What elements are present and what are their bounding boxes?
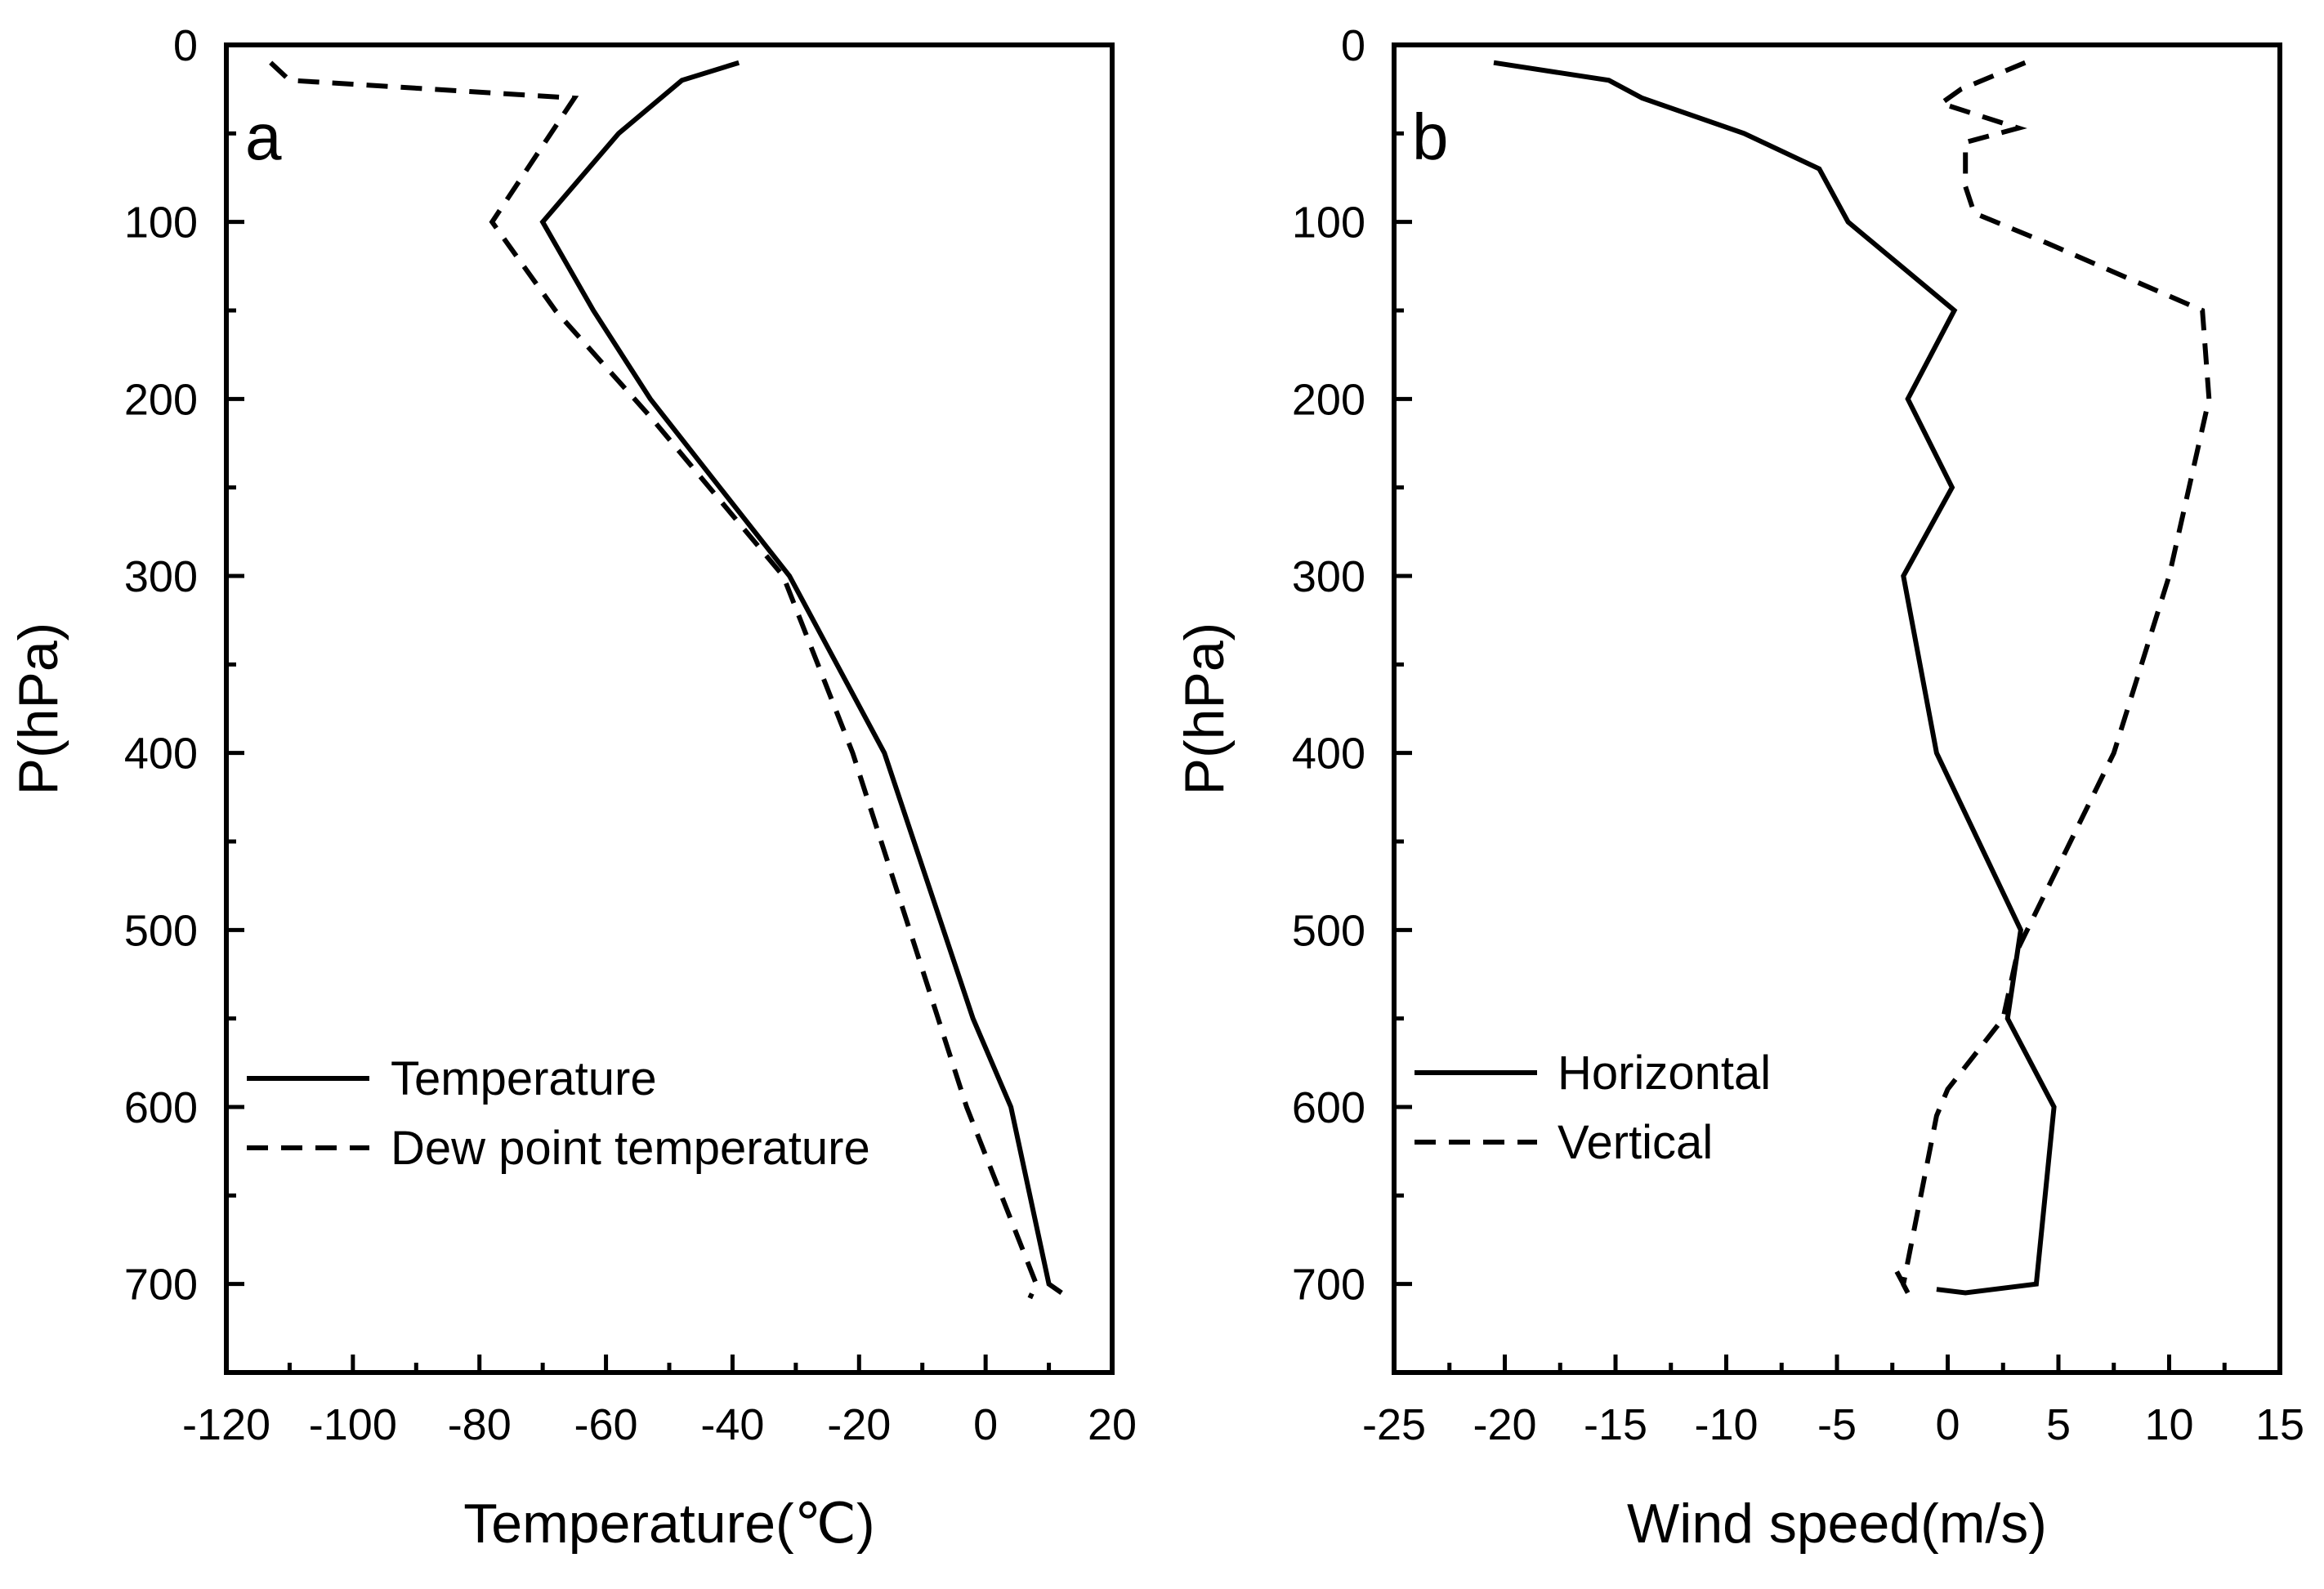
x-tick-label: -120 <box>182 1400 270 1449</box>
y-tick-label: 100 <box>124 199 198 248</box>
y-tick-label: 0 <box>173 21 198 70</box>
legend-label-vertical: Vertical <box>1558 1116 1713 1169</box>
panel-temperature-profile: -120 -100 -80 -60 -40 -20 0 2001002003004005006… <box>7 21 1137 1555</box>
panel-b-y-axis-label: P(hPa) <box>1173 623 1236 796</box>
x-tick-label: -15 <box>1584 1400 1647 1449</box>
panel-wind-speed-profile: -25 -20 -15 -10 -5 0 5 10 15 0 100 200 300 400 500 600 7… <box>1173 21 2304 1555</box>
panel-a-label: a <box>245 100 282 173</box>
panel-b-series <box>1493 60 2212 1296</box>
y-tick-label: 400 <box>124 730 198 779</box>
y-tick-label: 700 <box>1292 1261 1365 1310</box>
x-tick-label: -20 <box>827 1400 891 1449</box>
legend-label-temperature: Temperature <box>391 1052 657 1105</box>
series-line-horizontal <box>1493 60 2057 1296</box>
panel-a-tick-labels: -120 -100 -80 -60 -40 -20 0 2001002003004005006… <box>124 21 1137 1449</box>
x-tick-label: -100 <box>309 1400 397 1449</box>
panel-b-tick-labels: -25 -20 -15 -10 -5 0 5 10 15 0 100 200 300 400 500 600 7… <box>1292 21 2304 1449</box>
panel-a-legend: Temperature Dew point temperature <box>247 1052 870 1175</box>
x-tick-label: -25 <box>1362 1400 1426 1449</box>
y-tick-label: 600 <box>1292 1083 1365 1132</box>
x-tick-label: 5 <box>2046 1400 2071 1449</box>
panel-b-ticks <box>1392 42 2282 1373</box>
panel-a-series <box>269 60 1063 1300</box>
series-line-temperature <box>539 60 1063 1295</box>
x-tick-label: -20 <box>1473 1400 1536 1449</box>
panel-a-y-axis-label: P(hPa) <box>7 623 69 796</box>
y-tick-label: 700 <box>124 1261 198 1310</box>
legend-label-dew-point-temperature: Dew point temperature <box>391 1122 870 1175</box>
panel-b-x-axis-label: Wind speed(m/s) <box>1627 1493 2047 1555</box>
y-tick-label: 500 <box>124 906 198 955</box>
legend-label-horizontal: Horizontal <box>1558 1047 1771 1100</box>
y-tick-label: 600 <box>124 1083 198 1132</box>
y-tick-label: 200 <box>1292 375 1365 424</box>
x-tick-label: 0 <box>973 1400 998 1449</box>
x-tick-label: -80 <box>448 1400 512 1449</box>
y-tick-label: 300 <box>1292 552 1365 601</box>
x-tick-label: 20 <box>1088 1400 1137 1449</box>
y-tick-label: 300 <box>124 552 198 601</box>
panel-b-axes-frame <box>1392 42 2282 1375</box>
series-line-dew-point-temperature <box>269 60 1039 1300</box>
y-tick-label: 500 <box>1292 906 1365 955</box>
x-tick-label: 0 <box>1935 1400 1960 1449</box>
y-tick-label: 400 <box>1292 730 1365 779</box>
x-tick-label: -60 <box>574 1400 638 1449</box>
y-tick-label: 0 <box>1341 21 1365 70</box>
panel-a-x-axis-label: Temperature(℃) <box>463 1493 874 1555</box>
x-tick-label: 10 <box>2144 1400 2193 1449</box>
y-tick-label: 200 <box>124 375 198 424</box>
series-line-vertical <box>1894 60 2212 1294</box>
x-tick-label: -5 <box>1817 1400 1857 1449</box>
y-tick-label: 100 <box>1292 199 1365 248</box>
panel-a-axes-frame <box>224 42 1115 1375</box>
x-tick-label: 15 <box>2255 1400 2304 1449</box>
panel-b-label: b <box>1412 100 1449 173</box>
x-tick-label: -10 <box>1694 1400 1758 1449</box>
panel-b-legend: Horizontal Vertical <box>1415 1047 1771 1169</box>
x-tick-label: -40 <box>700 1400 764 1449</box>
